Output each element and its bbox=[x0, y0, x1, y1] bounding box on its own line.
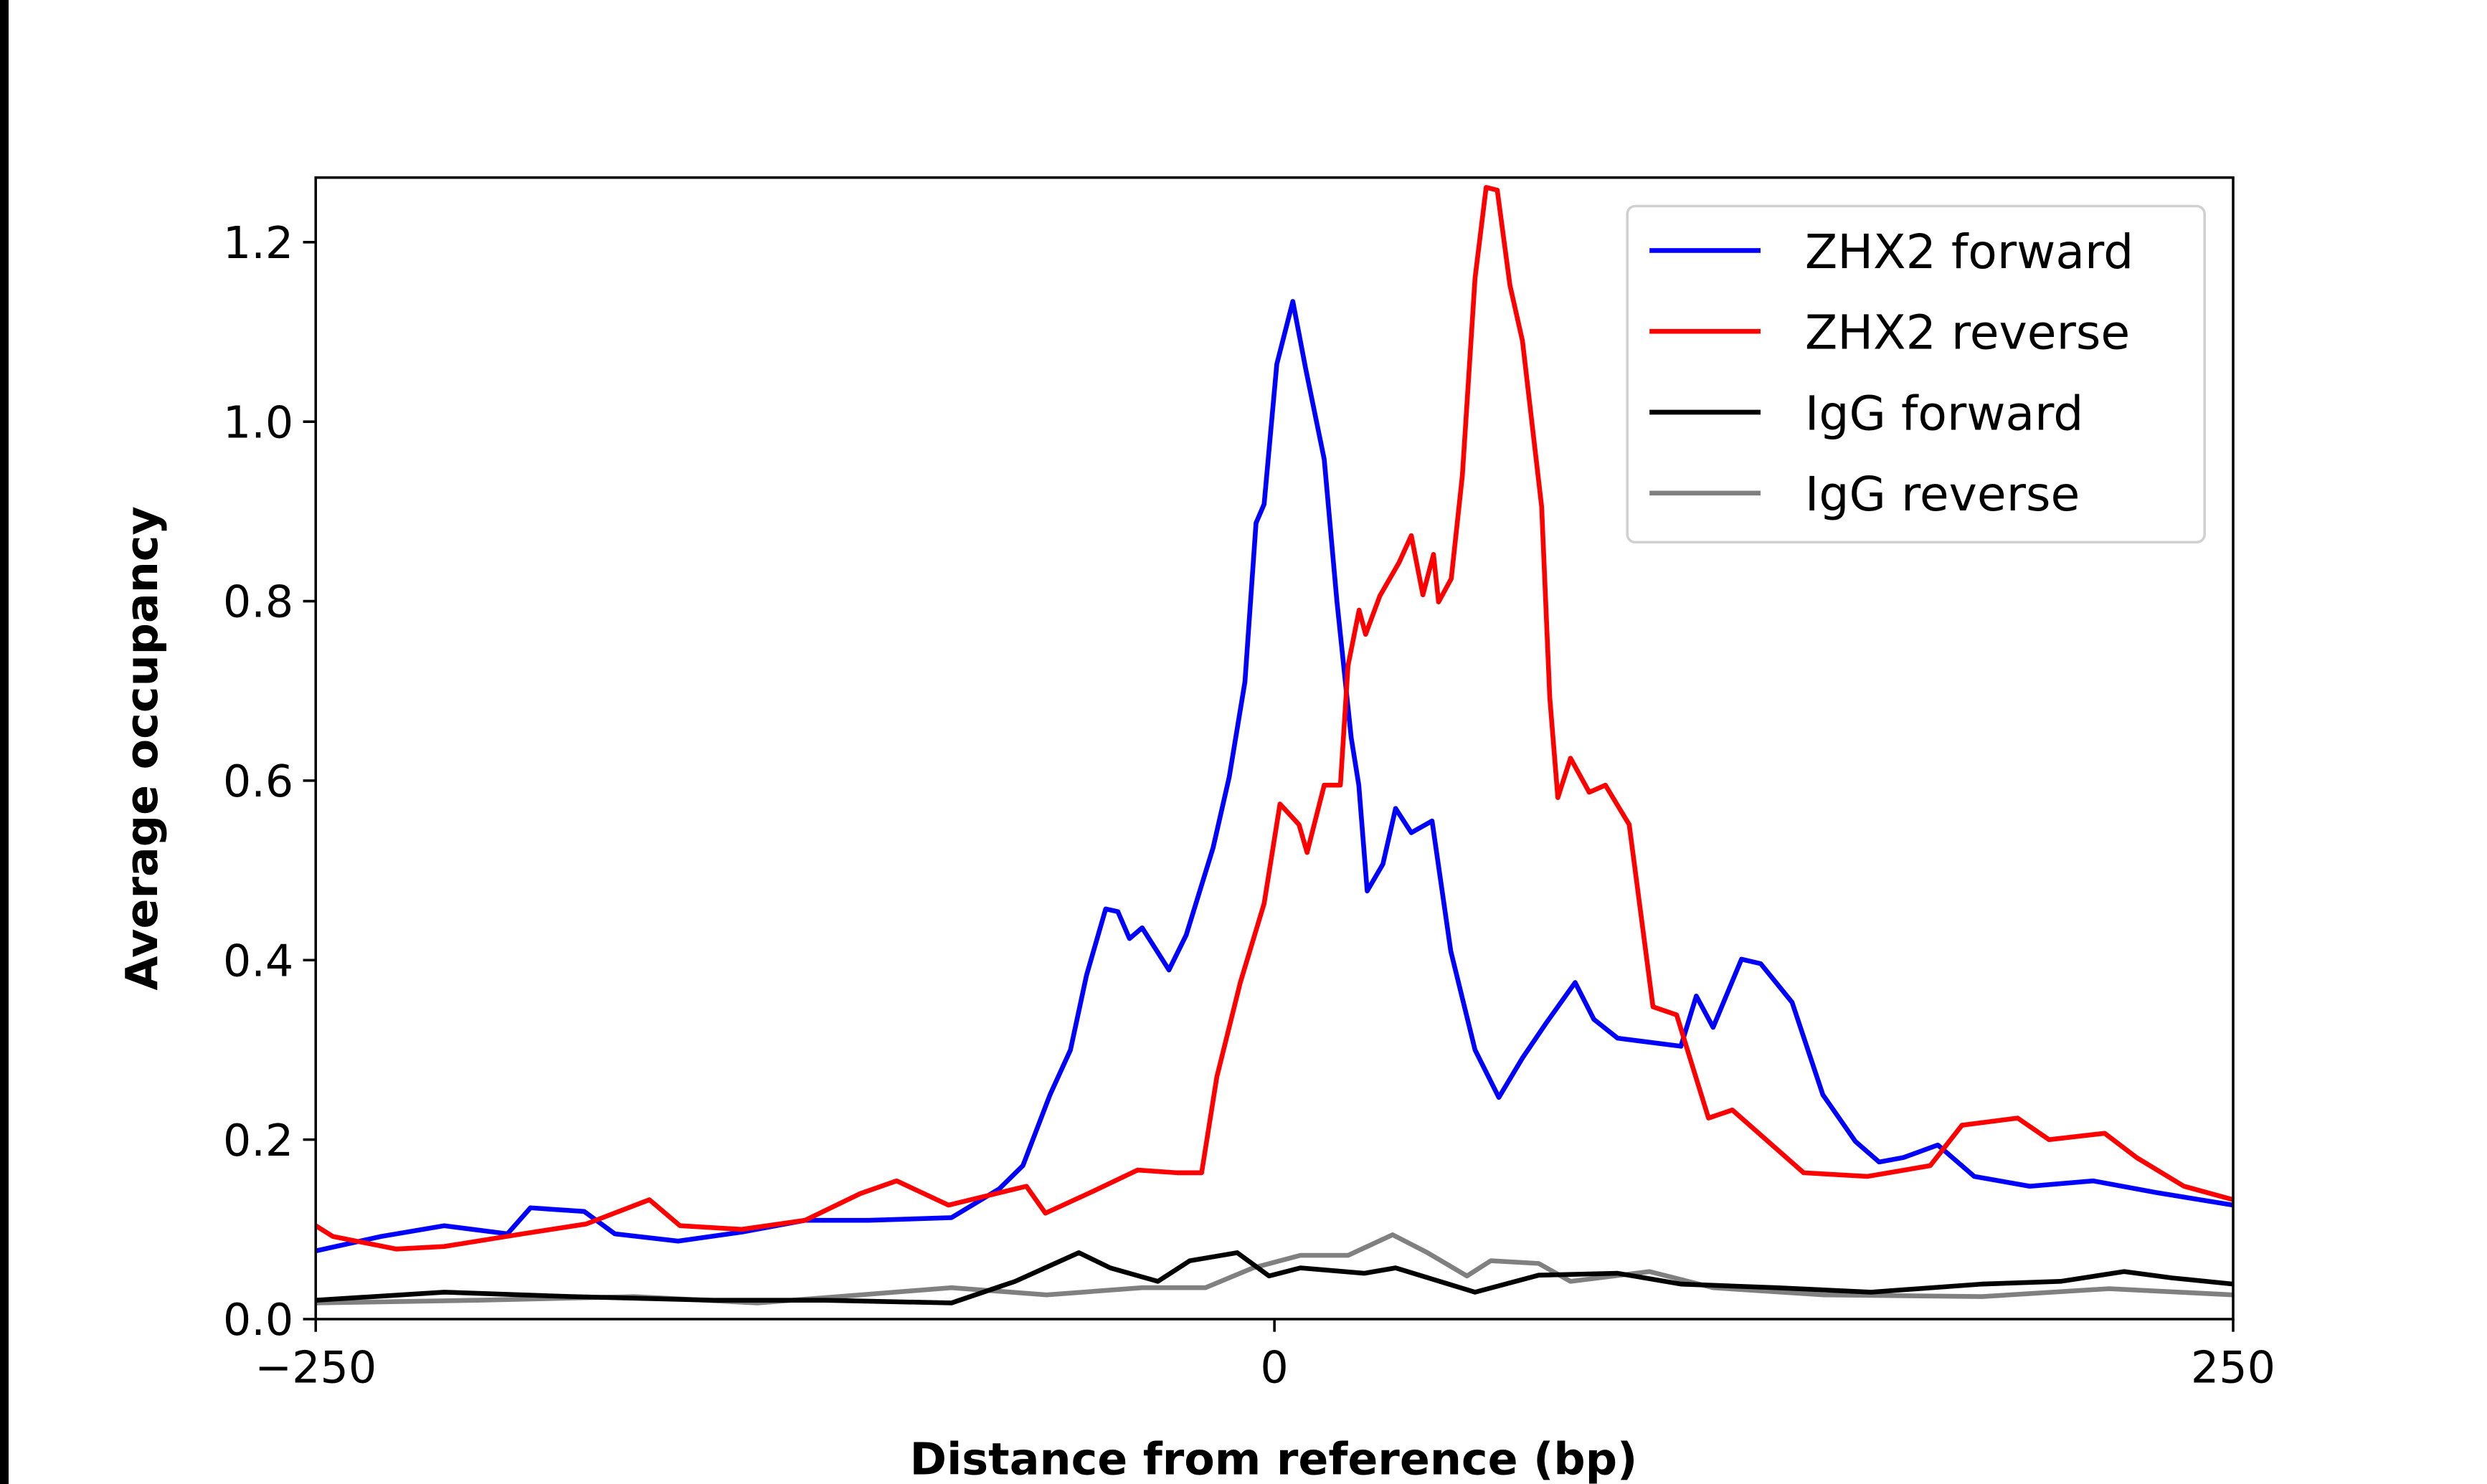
y-axis-label: Average occupancy bbox=[116, 506, 168, 990]
x-tick-label: −250 bbox=[255, 1341, 376, 1393]
x-tick-label: 250 bbox=[2191, 1341, 2275, 1393]
left-edge-bar bbox=[0, 0, 9, 1484]
y-tick-label: 0.2 bbox=[223, 1115, 293, 1166]
legend-label: ZHX2 forward bbox=[1805, 224, 2133, 280]
legend-label: IgG reverse bbox=[1805, 466, 2080, 522]
y-tick-label: 0.6 bbox=[223, 756, 293, 807]
legend-label: ZHX2 reverse bbox=[1805, 305, 2130, 361]
legend-label: IgG forward bbox=[1805, 385, 2083, 441]
y-tick-label: 0.0 bbox=[223, 1294, 293, 1346]
x-axis-label: Distance from reference (bp) bbox=[910, 1434, 1638, 1484]
y-tick-label: 0.4 bbox=[223, 935, 293, 986]
x-axis: −250 0 250 bbox=[255, 1319, 2275, 1393]
y-axis: 0.0 0.2 0.4 0.6 0.8 1.0 1.2 bbox=[223, 217, 316, 1346]
y-tick-label: 1.0 bbox=[223, 396, 293, 448]
legend-box bbox=[1626, 204, 2206, 544]
y-tick-label: 1.2 bbox=[223, 217, 293, 269]
legend: ZHX2 forward ZHX2 reverse IgG forward IgG r… bbox=[1626, 204, 2206, 544]
series-line-igg-forward bbox=[316, 1250, 2234, 1305]
x-tick-label: 0 bbox=[1260, 1341, 1288, 1393]
series-line-zhx2-forward bbox=[315, 299, 2234, 1254]
series-line-zhx2-reverse bbox=[314, 185, 2234, 1252]
y-tick-label: 0.8 bbox=[223, 576, 293, 628]
series-line-igg-reverse bbox=[316, 1232, 2234, 1305]
series-lines bbox=[314, 185, 2234, 1305]
